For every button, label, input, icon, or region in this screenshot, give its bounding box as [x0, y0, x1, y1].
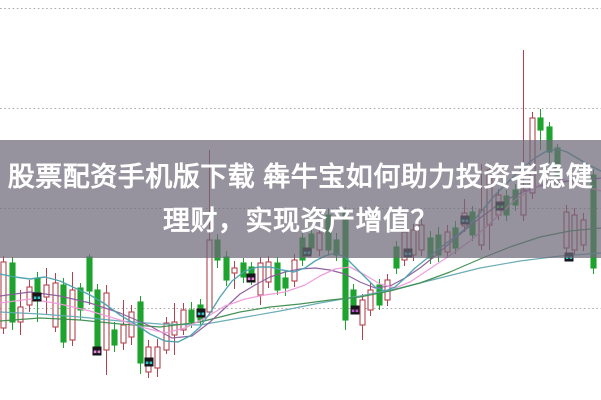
title-overlay-band: 股票配资手机版下载 犇牛宝如何助力投资者稳健 理财，实现资产增值？ [0, 140, 601, 258]
signal-marker-icon [32, 292, 42, 302]
signal-marker-icon [246, 273, 256, 283]
signal-marker-icon [144, 357, 154, 367]
signal-marker-icon [350, 305, 360, 315]
signal-marker-icon [196, 308, 206, 318]
ma-slow-teal [0, 252, 601, 326]
title-line-2: 理财，实现资产增值？ [163, 206, 438, 236]
signal-marker-icon [92, 346, 102, 356]
title-line-1: 股票配资手机版下载 犇牛宝如何助力投资者稳健 [7, 162, 594, 192]
